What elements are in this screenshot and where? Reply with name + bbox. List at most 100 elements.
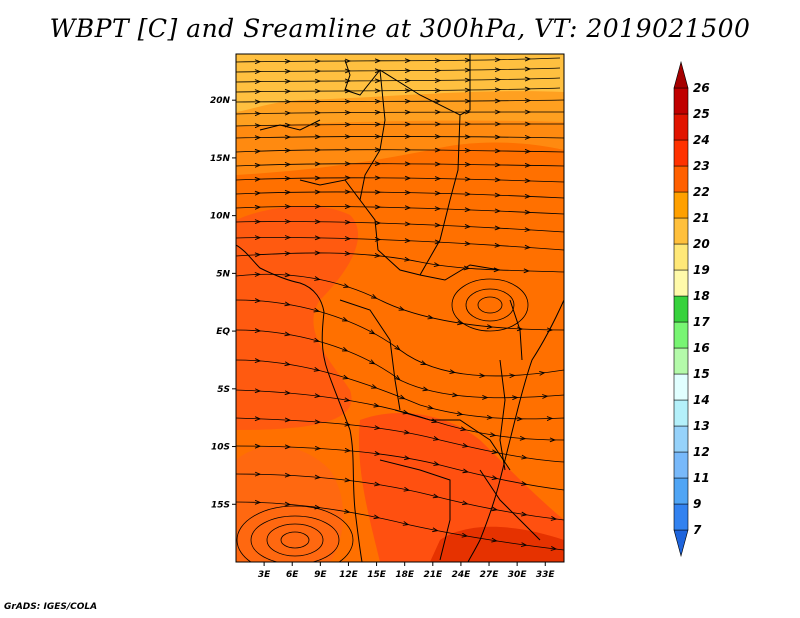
flow-arrow xyxy=(373,402,381,408)
streamline-9 xyxy=(236,149,564,153)
flow-arrow xyxy=(452,392,459,398)
flow-arrow xyxy=(344,477,351,483)
lat-tick-label: 20N xyxy=(210,96,231,106)
flow-arrow xyxy=(344,397,351,403)
streamline-1 xyxy=(236,57,561,63)
streamline-2 xyxy=(236,67,561,73)
flow-arrow xyxy=(343,283,350,288)
streamline-5 xyxy=(236,99,564,103)
flow-arrow xyxy=(464,176,472,182)
flow-arrow xyxy=(456,411,464,417)
flow-arrow xyxy=(404,161,412,167)
border-south-2 xyxy=(479,469,541,541)
lake-victoria xyxy=(509,299,523,361)
colorbar-label: 9 xyxy=(693,497,701,511)
lon-tick-label: 15E xyxy=(367,570,387,580)
flow-arrow xyxy=(254,358,262,364)
lon-tick-label: 27E xyxy=(480,570,500,580)
flow-arrow xyxy=(313,337,321,343)
flow-arrow xyxy=(494,109,502,115)
flow-arrow xyxy=(404,121,412,127)
flow-arrow xyxy=(344,122,352,127)
flow-arrow xyxy=(284,219,292,224)
colorbar-segment xyxy=(673,243,689,271)
flow-arrow xyxy=(314,110,322,116)
flow-arrow xyxy=(524,66,532,72)
flow-arrow xyxy=(344,58,352,64)
streamline-4 xyxy=(236,87,561,93)
flow-arrow xyxy=(461,532,469,538)
colorbar-label: 18 xyxy=(693,289,710,303)
flow-arrow xyxy=(434,239,442,245)
flow-arrow xyxy=(314,393,321,399)
flow-arrow xyxy=(399,394,406,400)
flow-arrow xyxy=(314,445,322,451)
flow-arrow xyxy=(374,220,382,226)
rift-lakes xyxy=(499,359,506,471)
lon-tick-label: 12E xyxy=(339,570,359,580)
colorbar-segment xyxy=(673,399,689,427)
flow-arrow xyxy=(463,265,471,271)
border-south-1 xyxy=(379,459,451,561)
flow-arrow xyxy=(374,189,382,195)
streamline-20 xyxy=(236,359,564,420)
streamline-7 xyxy=(236,123,564,127)
flow-arrow xyxy=(434,161,442,167)
flow-arrow xyxy=(434,68,442,73)
flow-arrow xyxy=(284,501,292,507)
streamline-25 xyxy=(236,501,564,551)
flow-arrow xyxy=(374,109,382,115)
flow-arrow xyxy=(374,451,381,456)
colorbar-label: 23 xyxy=(693,159,710,173)
lon-tick-label: 18E xyxy=(395,570,415,580)
flow-arrow xyxy=(404,455,411,461)
flow-arrow xyxy=(486,324,494,330)
flow-arrow xyxy=(344,161,352,167)
chart-title: WBPT [C] and Sreamline at 300hPa, VT: 20… xyxy=(49,14,751,43)
flow-arrow xyxy=(314,134,322,140)
flow-arrow xyxy=(457,320,464,326)
flow-arrow xyxy=(314,78,322,84)
flow-arrow xyxy=(549,437,557,443)
flow-arrow xyxy=(314,99,322,104)
anticyclone-ring-2 xyxy=(266,523,324,557)
flow-arrow xyxy=(434,190,442,196)
flow-arrow xyxy=(284,204,292,209)
colorbar-label: 11 xyxy=(693,471,710,485)
flow-arrow xyxy=(494,192,502,198)
flow-arrow xyxy=(374,481,381,487)
flow-arrow xyxy=(254,135,262,141)
flow-arrow xyxy=(521,481,528,486)
coastlines-borders xyxy=(236,54,564,562)
flow-arrow xyxy=(254,204,262,210)
cyclone-ring-1 xyxy=(477,296,503,314)
flow-arrow xyxy=(344,68,352,74)
flow-arrow xyxy=(284,417,292,423)
flow-arrow xyxy=(254,252,262,258)
flow-arrow xyxy=(313,366,321,372)
flow-arrow xyxy=(523,268,531,274)
flow-arrow xyxy=(489,432,497,438)
flow-arrow xyxy=(491,537,498,543)
streamline-16 xyxy=(236,252,564,273)
flow-arrow xyxy=(344,110,352,115)
lon-tick-label: 30E xyxy=(508,570,528,580)
flow-arrow xyxy=(494,121,502,127)
flow-arrow xyxy=(550,516,558,521)
colorbar-segment xyxy=(673,529,689,558)
flow-arrow xyxy=(433,461,440,466)
flow-arrow xyxy=(449,369,456,375)
flow-arrow xyxy=(519,435,527,441)
colorbar-segment xyxy=(673,113,689,141)
flow-arrow xyxy=(524,56,532,62)
streamline-11 xyxy=(236,177,564,183)
flow-arrow xyxy=(494,98,502,104)
flow-arrow xyxy=(254,89,262,95)
flow-arrow xyxy=(344,204,352,209)
border-north-3 xyxy=(419,114,461,276)
streamline-10 xyxy=(236,163,564,167)
flow-arrow xyxy=(254,59,262,65)
lat-tick-label: 15N xyxy=(210,154,231,164)
flow-arrow xyxy=(314,175,322,181)
